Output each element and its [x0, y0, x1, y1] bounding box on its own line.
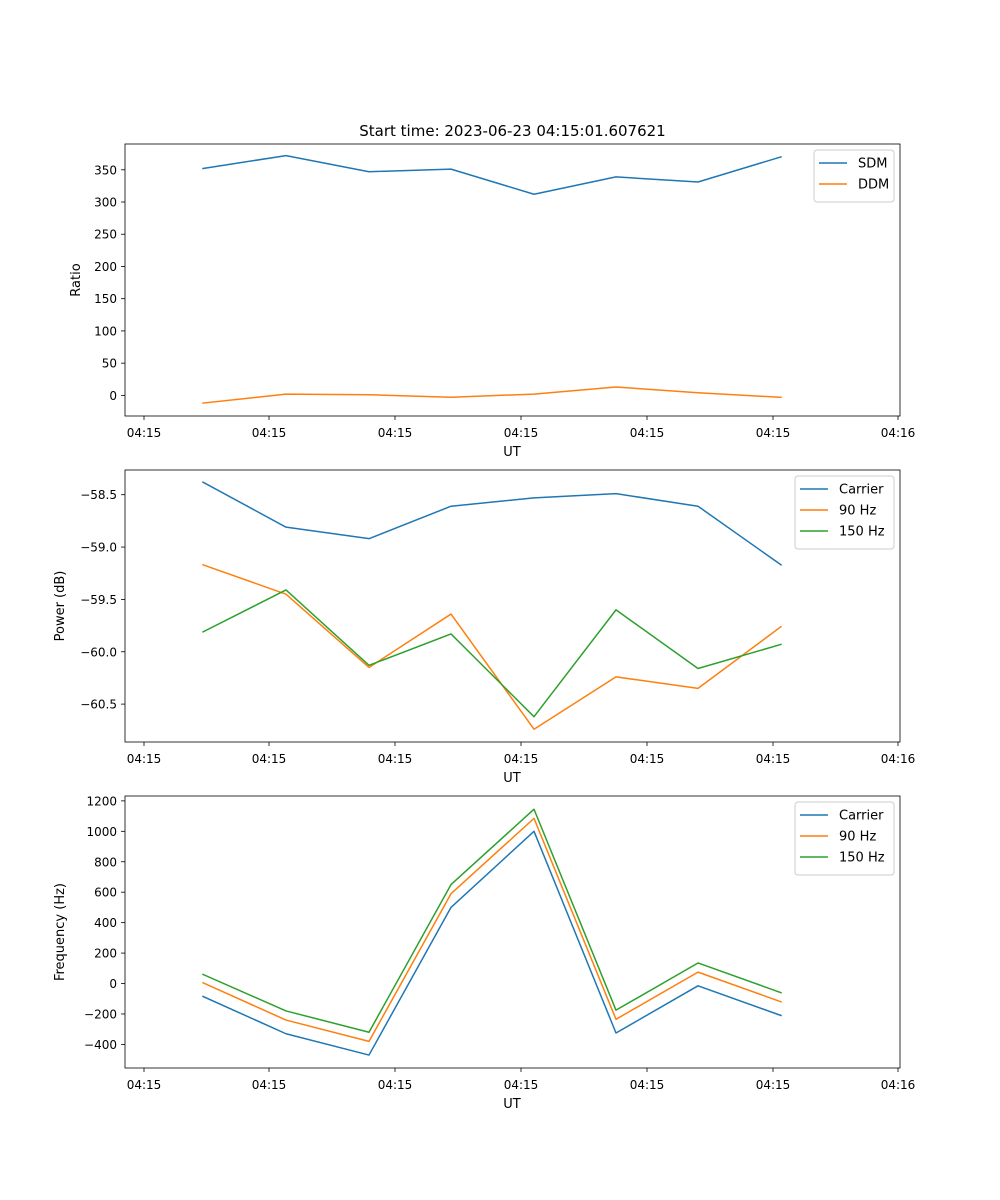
axes-frame [124, 469, 901, 743]
axes-frame [124, 795, 901, 1069]
y-tick-label: 150 [94, 292, 117, 306]
y-tick-label: 200 [94, 260, 117, 274]
figure-title: Start time: 2023-06-23 04:15:01.607621 [359, 122, 665, 140]
x-tick-label: 04:15 [756, 752, 791, 766]
x-tick-label: 04:15 [378, 1078, 413, 1092]
x-tick-label: 04:15 [630, 1078, 665, 1092]
series-line-ddm [202, 386, 782, 404]
y-tick-label: 200 [94, 947, 117, 961]
legend: Carrier 90 Hz 150 Hz [794, 475, 895, 550]
subplots: 04:15 04:15 04:15 04:15 04:15 04:15 04:16 UT 0 50… [53, 143, 916, 1112]
x-tick-label: 04:15 [756, 1078, 791, 1092]
x-tick-label: 04:16 [881, 752, 916, 766]
x-tick-label: 04:15 [378, 752, 413, 766]
y-tick-label: 50 [102, 357, 117, 371]
x-tick-label: 04:15 [504, 1078, 539, 1092]
x-tick-label: 04:15 [756, 426, 791, 440]
y-axis-label: Ratio [69, 263, 84, 296]
subplot-2: 04:15 04:15 04:15 04:15 04:15 04:15 04:16 UT −58… [53, 469, 916, 786]
y-tick-label: 400 [94, 916, 117, 930]
legend-label: SDM [858, 157, 887, 172]
x-tick-label: 04:15 [127, 426, 162, 440]
legend: Carrier 90 Hz 150 Hz [794, 801, 895, 876]
y-tick-label: −58.5 [80, 488, 117, 502]
y-tick-label: −400 [84, 1038, 117, 1052]
y-axis-label: Power (dB) [53, 571, 68, 642]
x-tick-label: 04:15 [252, 1078, 287, 1092]
series-group [202, 808, 782, 1056]
x-tick-label: 04:16 [881, 426, 916, 440]
legend-label: 90 Hz [839, 830, 876, 845]
series-line-150-hz [201, 589, 782, 718]
x-axis-label: UT [503, 1097, 521, 1112]
y-axis-label: Frequency (Hz) [53, 883, 68, 981]
x-tick-label: 04:15 [127, 1078, 162, 1092]
y-tick-label: 300 [94, 196, 117, 210]
series-line-carrier [201, 481, 783, 566]
y-tick-label: 100 [94, 324, 117, 338]
x-tick-label: 04:15 [378, 426, 413, 440]
x-tick-label: 04:15 [504, 426, 539, 440]
y-tick-label: 0 [109, 389, 117, 403]
series-group [202, 154, 782, 404]
y-tick-label: −60.0 [80, 645, 117, 659]
y-tick-label: 800 [94, 855, 117, 869]
y-tick-label: 350 [94, 163, 117, 177]
x-tick-label: 04:15 [127, 752, 162, 766]
legend-label: Carrier [839, 483, 884, 498]
y-tick-label: 1200 [86, 794, 117, 808]
legend-label: 90 Hz [839, 504, 876, 519]
x-tick-label: 04:15 [630, 426, 665, 440]
legend-label: 150 Hz [839, 851, 885, 866]
y-tick-label: 600 [94, 886, 117, 900]
x-axis-label: UT [503, 445, 521, 460]
x-tick-label: 04:15 [630, 752, 665, 766]
y-tick-label: −200 [84, 1007, 117, 1021]
legend-label: Carrier [839, 809, 884, 824]
series-line-150-hz [202, 808, 782, 1033]
axes-frame [124, 143, 901, 417]
x-tick-label: 04:15 [504, 752, 539, 766]
y-tick-label: 1000 [86, 825, 117, 839]
y-tick-label: 250 [94, 228, 117, 242]
y-tick-label: 0 [109, 977, 117, 991]
legend: SDM DDM [813, 149, 895, 203]
subplot-3: 04:15 04:15 04:15 04:15 04:15 04:15 04:16 UT −40… [53, 794, 915, 1112]
legend-label: 150 Hz [839, 525, 885, 540]
legend-label: DDM [858, 178, 889, 193]
x-tick-label: 04:15 [252, 426, 287, 440]
series-line-sdm [202, 154, 782, 196]
x-axis-label: UT [503, 771, 521, 786]
subplot-1: 04:15 04:15 04:15 04:15 04:15 04:15 04:16 UT 0 50… [69, 143, 916, 460]
y-tick-label: −59.5 [80, 593, 117, 607]
y-tick-label: −59.0 [80, 541, 117, 555]
series-group [201, 481, 783, 730]
x-tick-label: 04:15 [252, 752, 287, 766]
series-line-carrier [202, 830, 782, 1056]
series-line-90-hz [202, 563, 783, 730]
y-tick-label: −60.5 [80, 698, 117, 712]
series-line-90-hz [202, 817, 782, 1043]
x-tick-label: 04:16 [881, 1078, 916, 1092]
